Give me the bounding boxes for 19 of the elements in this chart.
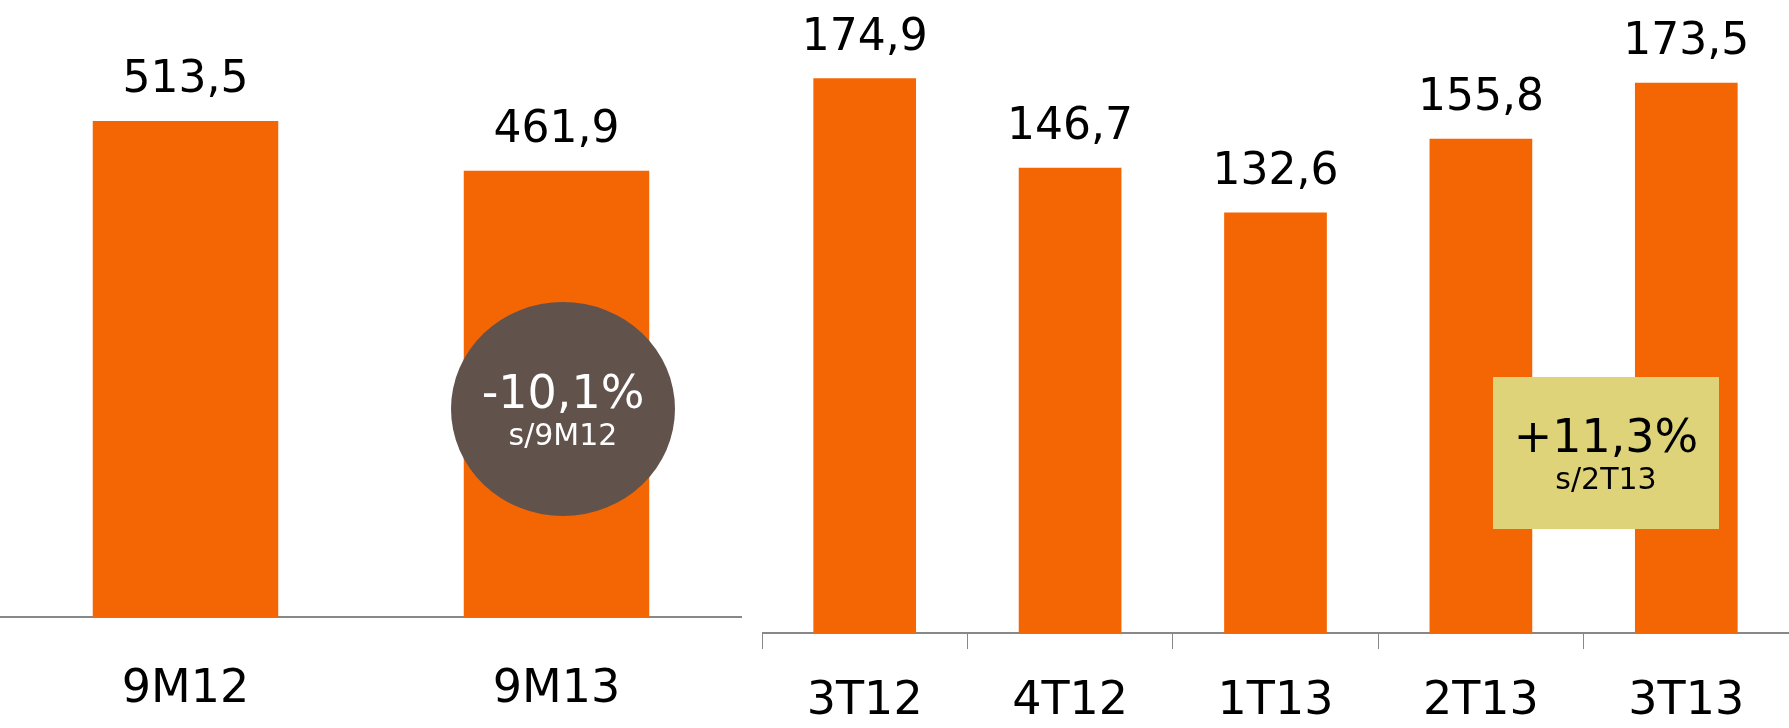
x-tick-label: 2T13 (1422, 670, 1539, 725)
x-tick-label: 3T13 (1628, 670, 1745, 725)
x-tick-label: 3T12 (806, 670, 923, 725)
data-label: 174,9 (801, 8, 928, 60)
x-tick-label: 9M12 (121, 658, 250, 713)
x-tick-label: 9M13 (492, 658, 621, 713)
data-label: 173,5 (1623, 13, 1750, 65)
data-label: 461,9 (493, 101, 620, 153)
bar (1224, 212, 1327, 633)
data-label: 155,8 (1417, 69, 1544, 121)
bar (813, 78, 917, 633)
data-label: 132,6 (1212, 142, 1339, 194)
label-box: +11,3% s/2T13 (1493, 377, 1719, 529)
bar (1018, 167, 1122, 633)
x-tick-label: 1T13 (1217, 670, 1334, 725)
circle-badge: -10,1% s/9M12 (451, 302, 675, 516)
data-label: 513,5 (122, 51, 249, 103)
x-tick-label: 4T12 (1012, 670, 1129, 725)
data-label: 146,7 (1007, 98, 1134, 150)
